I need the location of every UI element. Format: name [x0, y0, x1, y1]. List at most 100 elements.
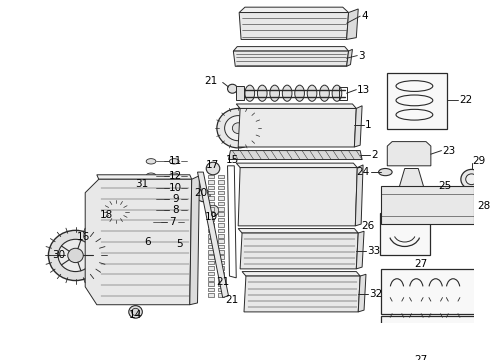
Text: 29: 29	[472, 156, 486, 166]
Ellipse shape	[462, 187, 475, 223]
Polygon shape	[236, 86, 244, 100]
Ellipse shape	[146, 207, 156, 212]
Ellipse shape	[303, 118, 320, 138]
Circle shape	[68, 248, 83, 262]
Polygon shape	[218, 277, 223, 280]
Circle shape	[206, 162, 220, 175]
Circle shape	[108, 235, 124, 249]
Ellipse shape	[281, 123, 291, 134]
Text: 32: 32	[369, 289, 382, 299]
Text: 11: 11	[169, 156, 182, 166]
Ellipse shape	[332, 85, 342, 101]
Polygon shape	[218, 202, 223, 205]
Ellipse shape	[307, 123, 317, 134]
Text: 5: 5	[176, 239, 182, 249]
Text: 12: 12	[169, 171, 182, 181]
Polygon shape	[387, 141, 431, 166]
Polygon shape	[233, 46, 348, 51]
Polygon shape	[208, 207, 214, 211]
Text: 6: 6	[144, 237, 150, 247]
Circle shape	[244, 215, 252, 222]
Ellipse shape	[171, 237, 184, 244]
Polygon shape	[208, 239, 214, 243]
Ellipse shape	[306, 188, 319, 206]
Text: 23: 23	[442, 145, 456, 156]
Ellipse shape	[253, 25, 260, 29]
Circle shape	[344, 215, 352, 222]
Polygon shape	[354, 106, 362, 147]
Polygon shape	[228, 150, 362, 159]
Ellipse shape	[270, 85, 279, 101]
Polygon shape	[85, 179, 192, 305]
Ellipse shape	[306, 25, 313, 29]
Text: 2: 2	[371, 150, 377, 160]
Polygon shape	[218, 282, 223, 286]
Text: 28: 28	[477, 201, 490, 211]
Polygon shape	[218, 175, 223, 178]
Ellipse shape	[146, 196, 156, 202]
Polygon shape	[208, 250, 214, 254]
Polygon shape	[208, 180, 214, 184]
Bar	[382, 316, 480, 359]
Circle shape	[224, 116, 252, 141]
Text: 13: 13	[357, 85, 370, 95]
Polygon shape	[208, 223, 214, 227]
Text: 27: 27	[415, 355, 428, 360]
Text: 20: 20	[194, 188, 207, 198]
Polygon shape	[218, 256, 223, 259]
Polygon shape	[208, 202, 214, 205]
Circle shape	[134, 181, 149, 195]
Ellipse shape	[328, 184, 349, 211]
Polygon shape	[239, 7, 348, 13]
Polygon shape	[208, 229, 214, 232]
Ellipse shape	[277, 25, 284, 29]
Polygon shape	[218, 229, 223, 232]
Polygon shape	[208, 256, 214, 259]
Polygon shape	[381, 186, 474, 224]
Circle shape	[167, 235, 182, 249]
Polygon shape	[346, 9, 358, 40]
Ellipse shape	[167, 220, 176, 225]
Circle shape	[270, 215, 278, 222]
Circle shape	[106, 203, 126, 220]
Ellipse shape	[333, 123, 343, 134]
Ellipse shape	[251, 118, 268, 138]
Ellipse shape	[396, 146, 421, 162]
Polygon shape	[346, 49, 352, 66]
Text: 21: 21	[226, 295, 239, 305]
Polygon shape	[208, 212, 214, 216]
Text: 24: 24	[357, 167, 370, 177]
Polygon shape	[208, 266, 214, 270]
Circle shape	[466, 174, 477, 185]
Polygon shape	[218, 191, 223, 194]
Ellipse shape	[331, 25, 338, 29]
Ellipse shape	[255, 123, 264, 134]
Ellipse shape	[277, 118, 294, 138]
Text: 3: 3	[358, 50, 365, 60]
Circle shape	[244, 172, 252, 179]
Polygon shape	[218, 293, 223, 297]
Circle shape	[129, 306, 142, 318]
Polygon shape	[208, 293, 214, 297]
Circle shape	[244, 110, 252, 117]
Circle shape	[322, 110, 330, 117]
Polygon shape	[218, 218, 223, 221]
Ellipse shape	[329, 118, 346, 138]
Circle shape	[296, 215, 304, 222]
Ellipse shape	[406, 187, 419, 223]
Circle shape	[217, 108, 260, 148]
Polygon shape	[239, 13, 348, 40]
Circle shape	[270, 172, 278, 179]
Ellipse shape	[245, 85, 255, 101]
Polygon shape	[236, 104, 356, 108]
Polygon shape	[208, 175, 214, 178]
Polygon shape	[218, 239, 223, 243]
Text: 25: 25	[439, 181, 452, 192]
Polygon shape	[238, 229, 358, 233]
Ellipse shape	[257, 85, 267, 101]
Ellipse shape	[170, 159, 179, 164]
Text: 27: 27	[415, 258, 428, 269]
Ellipse shape	[170, 207, 179, 212]
Circle shape	[147, 235, 163, 249]
Circle shape	[128, 235, 143, 249]
